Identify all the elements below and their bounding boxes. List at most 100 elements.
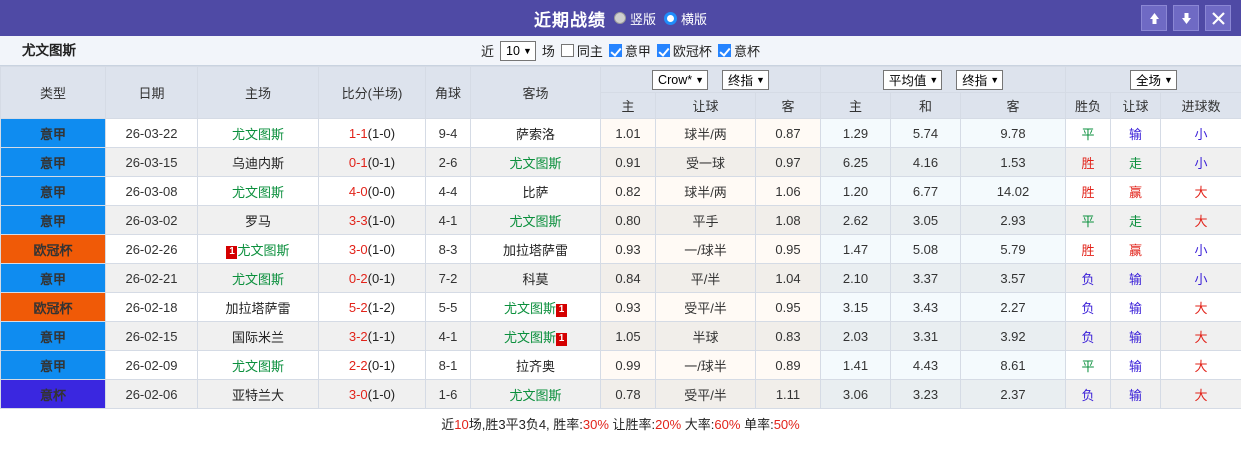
view-option-vertical[interactable]: 竖版 [613, 9, 656, 28]
close-icon [1211, 11, 1225, 25]
cell-handicap-line: 平手 [655, 205, 756, 235]
checkbox-serie-a[interactable] [608, 44, 622, 57]
move-down-button[interactable] [1173, 5, 1199, 31]
cell-europe-away: 14.02 [960, 176, 1066, 206]
cell-type: 意杯 [0, 379, 106, 409]
cell-home-team[interactable]: 尤文图斯 [197, 263, 319, 293]
recent-results-table: 类型 日期 主场 比分(半场) 角球 客场 Crow* ▼ 终指 ▼ [0, 66, 1241, 409]
col-header-date: 日期 [105, 66, 198, 119]
table-row[interactable]: 意甲 26-02-15 国际米兰 3-2(1-1) 4-1 尤文图斯 1 1.05 半球 0.83… [0, 321, 1241, 351]
group-header-result: 全场 ▼ [1064, 66, 1241, 93]
view-option-vertical-label: 竖版 [629, 11, 656, 27]
cell-europe-home: 1.29 [820, 118, 891, 148]
chevron-down-icon: ▼ [756, 74, 765, 85]
table-row[interactable]: 意甲 26-03-08 尤文图斯 4-0(0-0) 4-4 比萨 0.82 球半/两 1.06 1… [0, 176, 1241, 206]
cell-home-team[interactable]: 亚特兰大 [197, 379, 319, 409]
table-row[interactable]: 意甲 26-03-02 罗马 3-3(1-0) 4-1 尤文图斯 0.80 平手 1.08 2.6… [0, 205, 1241, 235]
europe-company-select[interactable]: 平均值 ▼ [882, 69, 943, 90]
cell-home-team[interactable]: 尤文图斯 [197, 118, 319, 148]
cell-europe-home: 2.10 [820, 263, 891, 293]
away-team-label: 尤文图斯 [503, 300, 556, 316]
radio-vertical-icon[interactable] [613, 12, 626, 24]
home-team-label: 尤文图斯 [237, 242, 290, 258]
cell-score: 3-0(1-0) [318, 234, 426, 264]
cell-home-team[interactable]: 罗马 [197, 205, 319, 235]
col-header-score: 比分(半场) [318, 66, 426, 119]
cell-europe-draw: 4.43 [890, 350, 961, 380]
cell-away-team[interactable]: 比萨 [470, 176, 601, 206]
cell-result-wl: 负 [1065, 263, 1111, 293]
cell-europe-away: 2.93 [960, 205, 1066, 235]
cell-handicap-away: 1.06 [755, 176, 821, 206]
cell-home-team[interactable]: 尤文图斯 [197, 176, 319, 206]
cell-handicap-away: 0.83 [755, 321, 821, 351]
radio-horizontal-icon[interactable] [664, 11, 677, 25]
cell-score: 2-2(0-1) [318, 350, 426, 380]
cell-away-team[interactable]: 尤文图斯 [470, 379, 601, 409]
result-scope-select[interactable]: 全场 ▼ [1130, 69, 1177, 90]
cell-type: 意甲 [0, 321, 106, 351]
match-count-select[interactable]: 10 ▼ [500, 40, 536, 61]
title-bar-buttons [1141, 5, 1231, 31]
view-option-horizontal[interactable]: 横版 [664, 9, 707, 28]
cell-date: 26-02-26 [105, 234, 198, 264]
cell-result-handicap: 赢 [1110, 234, 1161, 264]
away-team-label: 比萨 [522, 184, 549, 200]
cell-date: 26-03-15 [105, 147, 198, 177]
move-up-button[interactable] [1141, 5, 1167, 31]
cell-result-goals: 大 [1159, 205, 1241, 235]
handicap-stage-select[interactable]: 终指 ▼ [722, 69, 769, 90]
cell-score: 3-0(1-0) [318, 379, 426, 409]
match-count-badge: 1 [556, 303, 567, 317]
cell-score: 3-2(1-1) [318, 321, 426, 351]
cell-away-team[interactable]: 拉齐奥 [470, 350, 601, 380]
cell-away-team[interactable]: 加拉塔萨雷 [470, 234, 601, 264]
cell-home-team[interactable]: 加拉塔萨雷 [197, 292, 319, 322]
cell-result-wl: 平 [1065, 118, 1111, 148]
chevron-down-icon: ▼ [929, 74, 939, 85]
checkbox-champions-league[interactable] [656, 44, 670, 57]
table-row[interactable]: 欧冠杯 26-02-18 加拉塔萨雷 5-2(1-2) 5-5 尤文图斯 1 0.93 受平/半… [0, 292, 1241, 322]
cell-handicap-line: 一/球半 [655, 234, 756, 264]
cell-handicap-away: 0.87 [755, 118, 821, 148]
col-header-europe-away: 客 [960, 92, 1066, 119]
match-count-badge: 1 [556, 332, 567, 346]
cell-home-team[interactable]: 尤文图斯 [197, 350, 319, 380]
table-row[interactable]: 欧冠杯 26-02-26 1 尤文图斯 3-0(1-0) 8-3 加拉塔萨雷 0.93 一/球半… [0, 234, 1241, 264]
cell-europe-away: 2.37 [960, 379, 1066, 409]
cell-home-team[interactable]: 国际米兰 [197, 321, 319, 351]
checkbox-italian-cup[interactable] [717, 44, 731, 57]
cell-away-team[interactable]: 萨索洛 [470, 118, 601, 148]
cell-away-team[interactable]: 尤文图斯 [470, 205, 601, 235]
table-row[interactable]: 意甲 26-03-15 乌迪内斯 0-1(0-1) 2-6 尤文图斯 0.91 受一球 0.97… [0, 147, 1241, 177]
handicap-company-select[interactable]: Crow* ▼ [652, 69, 709, 90]
summary-footer: 近10场,胜3平3负4, 胜率:30% 让胜率:20% 大率:60% 单率:50… [0, 409, 1241, 437]
cell-europe-away: 8.61 [960, 350, 1066, 380]
cell-result-goals: 小 [1159, 234, 1241, 264]
cell-result-handicap: 输 [1110, 292, 1161, 322]
title-center-group: 近期战绩 竖版 横版 [534, 6, 707, 31]
cell-corner: 4-4 [425, 176, 471, 206]
close-button[interactable] [1205, 5, 1231, 31]
table-row[interactable]: 意杯 26-02-06 亚特兰大 3-0(1-0) 1-6 尤文图斯 0.78 受平/半 1.1… [0, 379, 1241, 409]
away-team-label: 拉齐奥 [515, 358, 555, 374]
table-row[interactable]: 意甲 26-02-21 尤文图斯 0-2(0-1) 7-2 科莫 0.84 平/半 1.04 2.… [0, 263, 1241, 293]
cell-home-team[interactable]: 1 尤文图斯 [197, 234, 319, 264]
cell-away-team[interactable]: 尤文图斯 [470, 147, 601, 177]
group-header-handicap: Crow* ▼ 终指 ▼ [600, 66, 821, 93]
cell-handicap-home: 0.91 [600, 147, 656, 177]
home-team-label: 亚特兰大 [231, 387, 284, 403]
cell-result-goals: 大 [1159, 292, 1241, 322]
cell-europe-draw: 4.16 [890, 147, 961, 177]
table-row[interactable]: 意甲 26-02-09 尤文图斯 2-2(0-1) 8-1 拉齐奥 0.99 一/球半 0.89… [0, 350, 1241, 380]
col-header-home: 主场 [197, 66, 319, 119]
table-row[interactable]: 意甲 26-03-22 尤文图斯 1-1(1-0) 9-4 萨索洛 1.01 球半/两 0.87… [0, 118, 1241, 148]
col-header-handicap-away: 客 [755, 92, 821, 119]
cell-away-team[interactable]: 尤文图斯 1 [470, 321, 601, 351]
checkbox-same-home[interactable] [560, 44, 574, 57]
cell-europe-draw: 3.23 [890, 379, 961, 409]
cell-away-team[interactable]: 科莫 [470, 263, 601, 293]
cell-away-team[interactable]: 尤文图斯 1 [470, 292, 601, 322]
cell-home-team[interactable]: 乌迪内斯 [197, 147, 319, 177]
europe-stage-select[interactable]: 终指 ▼ [956, 69, 1004, 90]
